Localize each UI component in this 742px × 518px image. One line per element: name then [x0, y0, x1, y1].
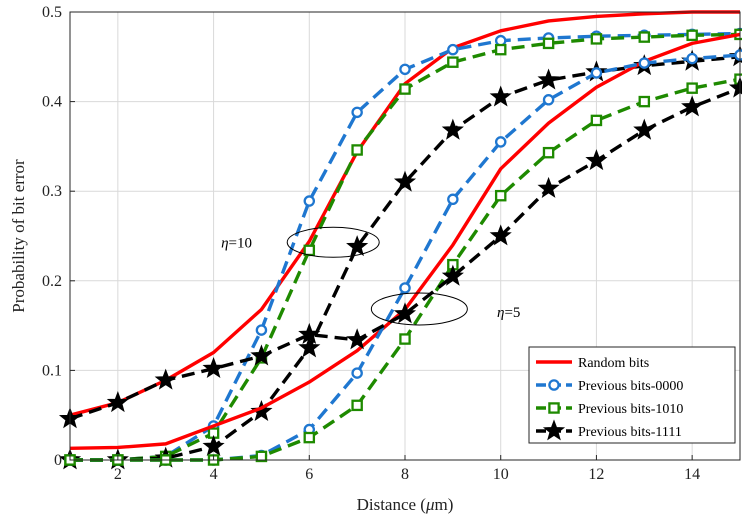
data-point-star [441, 118, 464, 140]
data-point-square [255, 450, 268, 463]
data-point-square [399, 333, 411, 345]
y-tick-label: 0.3 [42, 183, 62, 200]
data-point-square [590, 114, 603, 127]
annotations: η=10η=5 [221, 226, 520, 326]
data-point-circle [351, 367, 363, 379]
data-point-star [346, 328, 369, 350]
legend-item: Random bits [536, 356, 649, 371]
x-axis-title-unit: m) [435, 495, 454, 514]
data-point-circle [638, 57, 651, 69]
x-axis-title-main: Distance ( [357, 495, 427, 514]
legend-item: Previous bits-1010 [536, 402, 683, 417]
data-point-star [154, 368, 177, 390]
data-point-star [489, 224, 512, 246]
data-point-square [590, 33, 603, 45]
legend-label: Random bits [578, 356, 649, 371]
data-point-circle [447, 43, 459, 56]
x-tick-label: 6 [305, 466, 313, 483]
annotation-eta-value: =5 [504, 305, 520, 321]
data-point-star [585, 149, 608, 171]
y-tick-label: 0 [54, 452, 62, 469]
data-point-star [298, 336, 321, 358]
data-point-star [441, 264, 464, 286]
legend-label: Previous bits-1111 [578, 425, 682, 440]
data-point-circle [494, 136, 507, 148]
data-point-square [548, 402, 560, 414]
data-point-square [494, 43, 507, 56]
annotation-eta-symbol: η [497, 305, 504, 321]
data-point-star [633, 118, 656, 140]
data-point-circle [686, 52, 698, 65]
x-ticks: 2 4 6 8 10 12 14 [114, 455, 700, 483]
legend: Random bits Previous bits-0000 Previous bi… [528, 346, 736, 444]
data-point-square [303, 244, 316, 257]
data-point-square [638, 31, 651, 43]
data-point-star [393, 170, 417, 192]
annotation-ellipse-eta10 [286, 226, 380, 258]
y-axis-title: Probability of bit error [9, 159, 28, 313]
data-point-square [447, 56, 459, 68]
data-point-circle [447, 193, 459, 206]
data-point-circle [303, 195, 316, 207]
legend-item: Previous bits-1111 [536, 419, 682, 441]
data-point-circle [399, 282, 411, 294]
x-tick-label: 8 [401, 466, 409, 483]
y-tick-label: 0.2 [42, 273, 62, 290]
series-previous-bits-1111-eta5 [58, 76, 742, 429]
data-point-star [489, 85, 512, 107]
annotation-label-eta5: η=5 [497, 305, 520, 321]
data-point-circle [590, 67, 603, 79]
legend-label: Previous bits-1010 [578, 402, 683, 417]
data-point-square [399, 83, 411, 95]
data-point-star [346, 235, 369, 257]
data-point-circle [542, 94, 555, 106]
data-point-star [202, 356, 225, 379]
data-point-square [542, 37, 555, 50]
y-tick-label: 0.4 [42, 94, 62, 111]
legend-item: Previous bits-0000 [536, 379, 683, 394]
data-point-circle [734, 49, 742, 61]
y-tick-label: 0.5 [42, 4, 62, 21]
data-point-star [537, 176, 560, 198]
data-point-square [303, 431, 316, 444]
annotation-eta-symbol: η [221, 235, 228, 251]
x-tick-label: 12 [588, 466, 604, 483]
data-point-square [686, 29, 698, 42]
data-point-star [298, 322, 321, 344]
series-line [69, 86, 741, 421]
data-point-star [250, 399, 273, 422]
data-point-star [542, 419, 566, 441]
data-point-star [393, 302, 417, 324]
data-point-square [494, 189, 507, 202]
data-point-circle [351, 106, 363, 119]
x-axis-title: Distance (μm) [357, 495, 454, 514]
data-point-circle [255, 324, 268, 336]
annotation-ellipse-eta5 [370, 292, 468, 326]
annotation-eta-value: =10 [229, 235, 252, 251]
data-point-square [686, 82, 698, 94]
data-point-square [638, 95, 651, 108]
data-point-square [351, 144, 363, 156]
x-tick-label: 10 [493, 466, 509, 483]
annotation-label-eta10: η=10 [221, 235, 252, 251]
x-tick-label: 14 [684, 466, 700, 483]
y-tick-label: 0.1 [42, 362, 62, 379]
data-point-star [537, 68, 560, 90]
data-point-circle [399, 63, 411, 76]
x-tick-label: 4 [210, 466, 218, 483]
y-ticks: 0 0.1 0.2 0.3 0.4 0.5 [42, 4, 75, 469]
data-point-square [351, 399, 363, 412]
x-tick-label: 2 [114, 466, 122, 483]
series-line [70, 55, 741, 462]
data-point-star [202, 434, 225, 456]
data-point-square [542, 146, 555, 159]
data-point-star [250, 344, 273, 366]
data-point-star [681, 95, 704, 117]
data-point-star [106, 391, 129, 413]
legend-label: Previous bits-0000 [578, 379, 683, 394]
data-point-circle [548, 379, 560, 391]
x-axis-title-mu: μ [425, 495, 435, 514]
